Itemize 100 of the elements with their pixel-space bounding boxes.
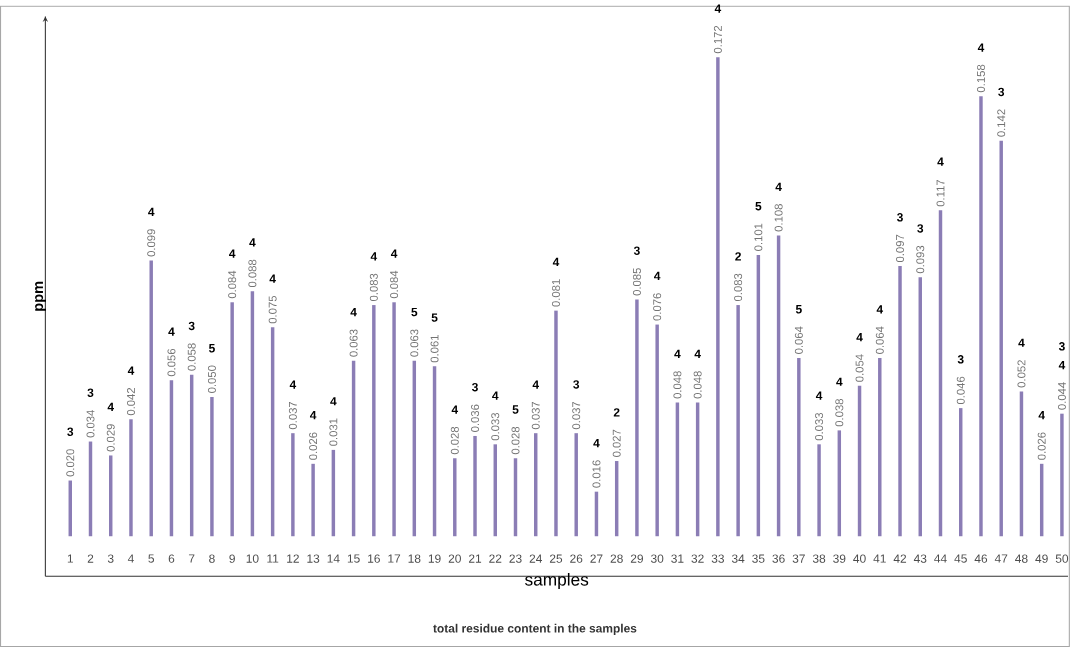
annotation: 4 (289, 380, 297, 389)
bar (716, 57, 720, 537)
annotation: 4 (856, 332, 863, 342)
x-axis-title: samples (525, 572, 589, 589)
annotation: 4 (168, 327, 175, 336)
data-label: 0.036 (471, 404, 480, 432)
x-tick-label: 14 (327, 554, 340, 563)
x-tick-label: 13 (307, 554, 320, 563)
annotation: 4 (876, 305, 884, 314)
data-label: 0.033 (491, 412, 500, 441)
data-label: 0.044 (1057, 382, 1066, 410)
data-label: 0.097 (896, 234, 905, 262)
bar (898, 265, 902, 537)
bar (1060, 413, 1064, 537)
x-tick-label: 29 (630, 554, 644, 563)
x-tick-label: 4 (127, 554, 134, 563)
x-tick-label: 47 (994, 554, 1008, 563)
x-tick-label: 20 (448, 554, 461, 563)
data-label: 0.064 (794, 326, 803, 354)
annotation: 4 (775, 182, 782, 191)
x-tick-label: 40 (853, 554, 866, 563)
data-label: 0.101 (754, 223, 763, 251)
annotation: 4 (552, 257, 560, 267)
data-label: 0.063 (410, 329, 419, 357)
annotation: 3 (188, 321, 195, 331)
x-tick-label: 11 (267, 554, 279, 563)
annotation: 4 (451, 405, 459, 414)
data-label: 0.172 (713, 25, 722, 54)
annotation: 4 (593, 438, 600, 448)
x-tick-label: 33 (711, 554, 724, 563)
x-tick-label: 31 (671, 554, 684, 563)
x-tick-label: 28 (610, 554, 623, 563)
annotation: 3 (87, 388, 94, 397)
data-label: 0.076 (653, 293, 662, 321)
data-label: 0.020 (66, 449, 75, 477)
annotation: 4 (330, 397, 337, 406)
bar (817, 444, 821, 537)
x-tick-label: 7 (188, 554, 195, 563)
data-label: 0.037 (572, 401, 581, 430)
bar (878, 357, 882, 537)
annotation: 4 (269, 274, 276, 283)
annotation: 4 (1018, 338, 1025, 347)
bar (554, 310, 558, 537)
annotation: 4 (350, 307, 357, 317)
bar (291, 433, 295, 537)
x-tick-label: 17 (388, 554, 401, 563)
annotation: 3 (1058, 341, 1065, 351)
data-label: 0.029 (106, 424, 115, 452)
bar (149, 260, 153, 537)
data-label: 0.075 (268, 295, 277, 324)
x-tick-label: 45 (954, 554, 967, 563)
x-tick-label: 37 (792, 554, 805, 563)
x-tick-label: 34 (731, 554, 745, 563)
data-label: 0.088 (248, 259, 257, 288)
annotation: 5 (431, 313, 438, 322)
data-label: 0.027 (612, 429, 621, 457)
x-tick-label: 8 (209, 554, 215, 563)
bar (574, 433, 578, 537)
bar (453, 458, 457, 537)
annotation: 5 (208, 344, 215, 353)
data-label: 0.028 (450, 426, 459, 455)
data-label: 0.034 (86, 409, 95, 438)
data-label: 0.054 (855, 354, 864, 382)
data-label: 0.108 (774, 204, 783, 232)
data-label: 0.084 (228, 270, 237, 299)
x-tick-label: 50 (1055, 554, 1069, 563)
x-tick-label: 23 (509, 554, 522, 563)
data-label: 0.037 (531, 401, 540, 430)
annotation: 3 (573, 380, 580, 389)
x-tick-label: 15 (347, 554, 360, 563)
annotation: 5 (755, 201, 762, 211)
bar (129, 419, 133, 537)
bar (797, 357, 801, 537)
bar (635, 299, 639, 537)
data-label: 0.056 (167, 348, 176, 377)
data-label: 0.158 (976, 64, 985, 93)
data-label: 0.081 (551, 279, 560, 307)
annotation: 3 (998, 87, 1005, 97)
annotation: 5 (411, 307, 418, 317)
x-tick-label: 18 (408, 554, 421, 563)
bar (372, 304, 376, 537)
x-tick-label: 41 (873, 554, 886, 563)
x-tick-label: 9 (229, 554, 235, 563)
x-tick-label: 24 (529, 554, 543, 563)
x-tick-label: 30 (650, 554, 664, 563)
annotation: 4 (390, 249, 398, 258)
data-label: 0.083 (734, 273, 743, 301)
data-label: 0.026 (309, 432, 318, 460)
annotation: 5 (795, 305, 802, 314)
annotation: 4 (654, 271, 661, 280)
data-label: 0.050 (207, 365, 216, 393)
x-tick-label: 6 (168, 554, 175, 563)
data-label: 0.026 (1037, 432, 1046, 460)
bar (230, 302, 234, 537)
data-label: 0.042 (126, 387, 135, 416)
data-label: 0.063 (349, 329, 358, 357)
data-label: 0.085 (632, 268, 641, 296)
annotation: 4 (107, 402, 114, 411)
annotation: 4 (694, 349, 701, 358)
x-tick-label: 43 (913, 554, 927, 563)
